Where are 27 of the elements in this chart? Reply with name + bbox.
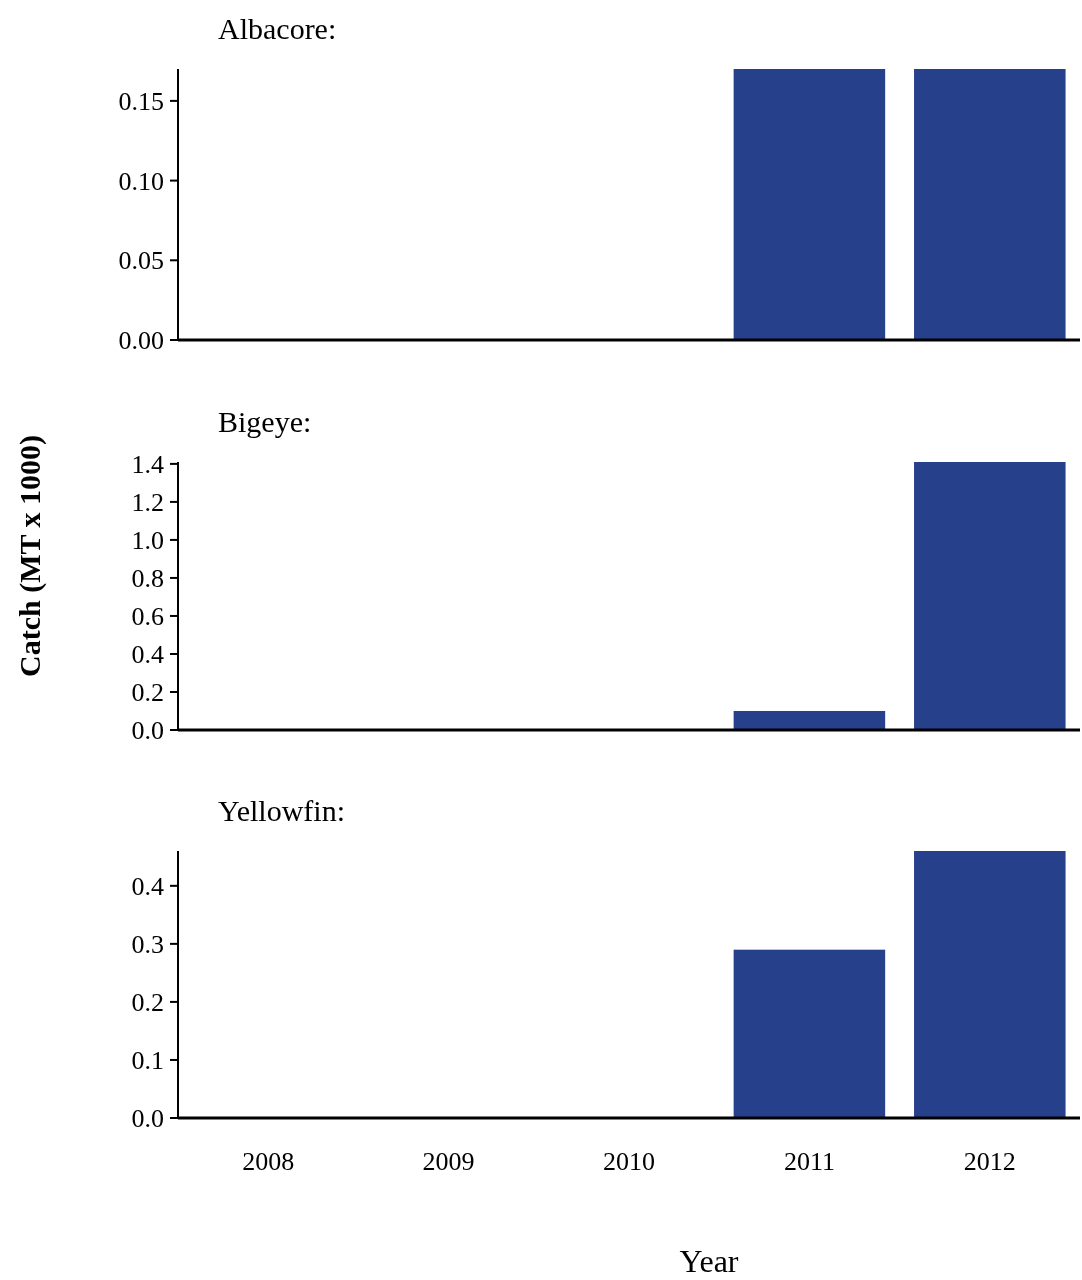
y-tick-label: 0.2 (131, 678, 164, 708)
y-tick-label: 0.4 (131, 871, 164, 901)
y-tick-label: 0.1 (131, 1046, 164, 1076)
x-tick-label: 2009 (422, 1147, 475, 1176)
chart-title: Albacore: (218, 12, 337, 45)
y-tick-label: 0.3 (131, 929, 164, 959)
x-tick-label: 2012 (963, 1147, 1016, 1176)
y-tick-label: 0.4 (131, 640, 164, 670)
y-tick-label: 1.2 (131, 488, 164, 518)
x-tick-label: 2010 (603, 1147, 655, 1176)
y-tick-label: 0.0 (131, 1104, 164, 1134)
y-tick-label: 0.2 (131, 988, 164, 1018)
x-tick-label: 2011 (783, 1147, 835, 1176)
y-tick-label: 1.0 (131, 526, 164, 556)
chart-title: Yellowfin: (218, 794, 345, 827)
x-axis-title: Year (679, 1243, 739, 1279)
chart-title: Bigeye: (218, 405, 312, 438)
y-tick-label: 0.00 (118, 326, 164, 356)
y-axis-title: Catch (MT x 1000) (13, 435, 47, 677)
y-tick-label: 0.15 (118, 86, 164, 116)
y-tick-label: 0.8 (131, 564, 164, 594)
y-tick-label: 1.4 (131, 450, 164, 479)
y-tick-label: 0.10 (118, 166, 164, 196)
y-tick-label: 0.05 (118, 246, 164, 276)
x-tick-label: 2008 (242, 1147, 295, 1176)
y-tick-label: 0.6 (131, 602, 164, 632)
y-tick-label: 0.0 (131, 716, 164, 746)
